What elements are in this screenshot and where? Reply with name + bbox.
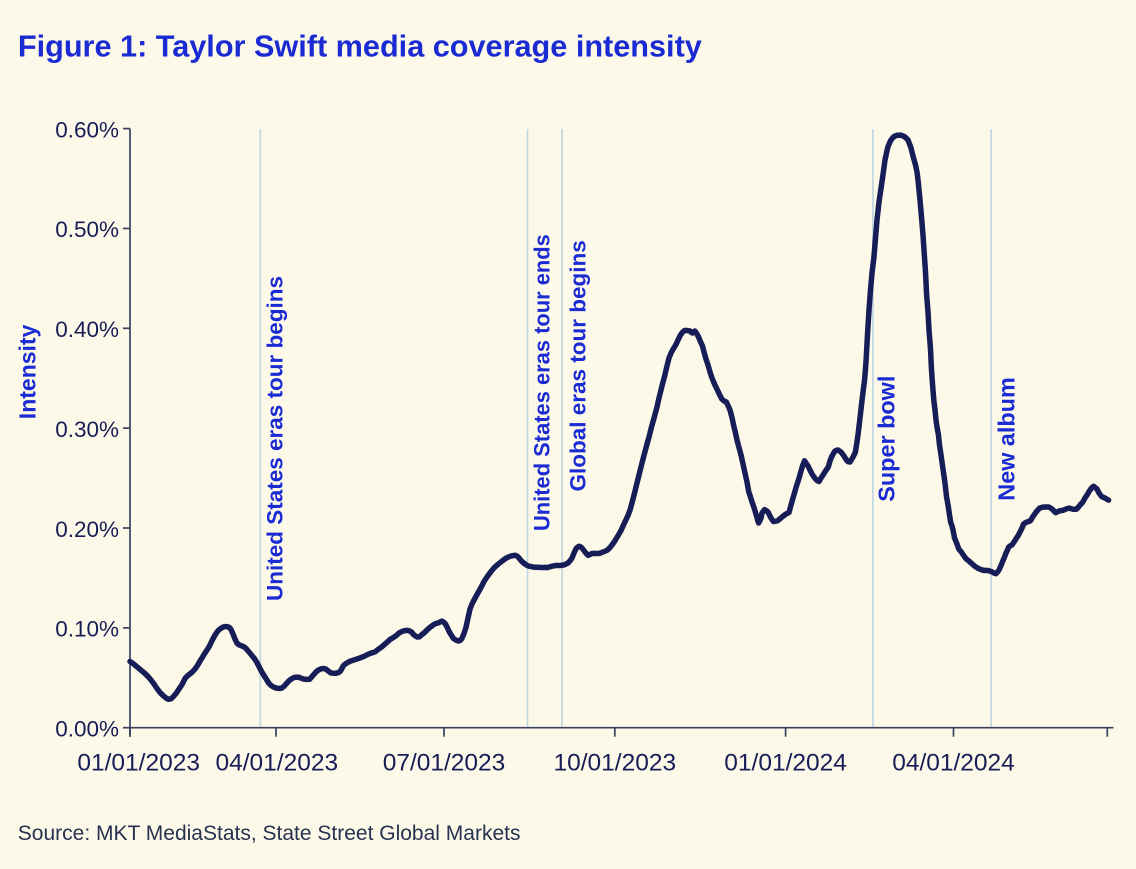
svg-text:Figure 1: Taylor Swift media c: Figure 1: Taylor Swift media coverage in… [18, 30, 702, 64]
svg-text:New album: New album [994, 377, 1020, 500]
svg-text:0.00%: 0.00% [55, 717, 119, 742]
svg-text:United States eras tour begins: United States eras tour begins [263, 276, 288, 601]
svg-text:01/01/2023: 01/01/2023 [77, 750, 200, 777]
svg-text:01/01/2024: 01/01/2024 [724, 750, 847, 777]
svg-text:Source: MKT MediaStats, State: Source: MKT MediaStats, State Street Glo… [18, 822, 521, 845]
svg-text:07/01/2023: 07/01/2023 [383, 750, 506, 777]
svg-text:United States eras tour ends: United States eras tour ends [530, 234, 555, 531]
svg-text:04/01/2024: 04/01/2024 [892, 750, 1015, 777]
svg-text:0.40%: 0.40% [55, 317, 119, 342]
svg-text:0.60%: 0.60% [55, 117, 119, 142]
svg-text:Intensity: Intensity [15, 324, 41, 419]
svg-text:Global eras tour begins: Global eras tour begins [565, 240, 590, 491]
svg-text:0.50%: 0.50% [55, 217, 119, 242]
svg-text:0.20%: 0.20% [55, 517, 119, 542]
svg-text:0.30%: 0.30% [55, 417, 119, 442]
svg-text:0.10%: 0.10% [55, 617, 119, 642]
svg-text:10/01/2023: 10/01/2023 [553, 750, 676, 777]
svg-text:04/01/2023: 04/01/2023 [215, 750, 338, 777]
svg-text:Super bowl: Super bowl [873, 376, 899, 502]
